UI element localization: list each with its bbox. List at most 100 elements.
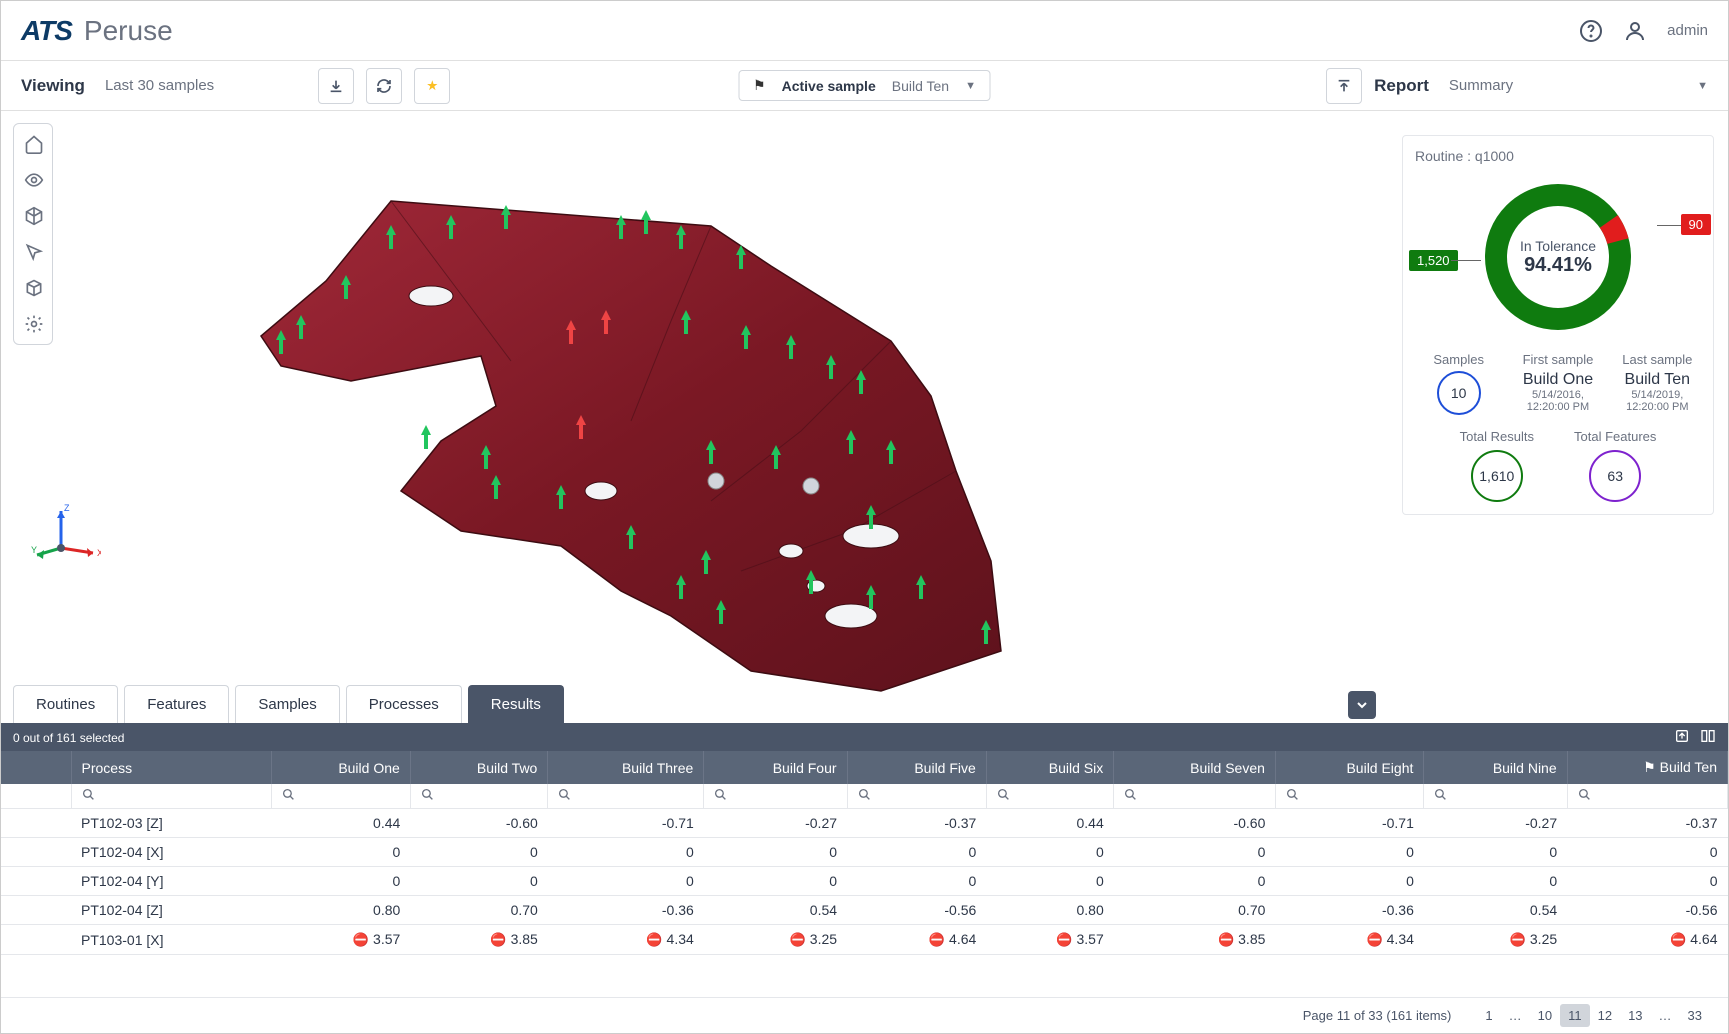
svg-text:X: X — [97, 548, 101, 558]
search-icon[interactable] — [82, 788, 95, 804]
viewing-value[interactable]: Last 30 samples — [105, 77, 214, 94]
search-icon[interactable] — [421, 788, 434, 804]
search-icon[interactable] — [1578, 788, 1591, 804]
columns-icon[interactable] — [1700, 728, 1716, 747]
column-header[interactable]: Build Eight — [1275, 751, 1424, 784]
tab-features[interactable]: Features — [124, 685, 229, 723]
value-cell: ⛔3.85 — [410, 925, 548, 955]
report-caret-icon[interactable]: ▼ — [1697, 80, 1708, 92]
first-sample-label: First sample — [1514, 352, 1601, 367]
column-header[interactable]: ⚑Build Ten — [1567, 751, 1727, 784]
pager-page[interactable]: 10 — [1530, 1004, 1560, 1027]
process-cell: PT102-04 [Z] — [71, 896, 271, 925]
pager-page[interactable]: 11 — [1560, 1004, 1590, 1027]
first-sample-date: 5/14/2016, 12:20:00 PM — [1514, 389, 1601, 413]
pager-page[interactable]: 1 — [1477, 1004, 1500, 1027]
column-header[interactable]: Build One — [271, 751, 410, 784]
column-header[interactable]: Build Two — [410, 751, 548, 784]
value-cell: 0 — [704, 838, 847, 867]
3d-viewport[interactable] — [151, 171, 1011, 723]
search-icon[interactable] — [1124, 788, 1137, 804]
value-cell: ⛔3.57 — [271, 925, 410, 955]
export-icon[interactable] — [1674, 728, 1690, 747]
value-cell: ⛔4.34 — [1275, 925, 1424, 955]
column-header[interactable]: Build Six — [986, 751, 1113, 784]
collapse-down-button[interactable] — [1348, 691, 1376, 719]
refresh-button[interactable] — [366, 68, 402, 104]
value-cell: 0 — [847, 838, 986, 867]
column-header[interactable]: Build Nine — [1424, 751, 1567, 784]
column-header[interactable]: Build Seven — [1114, 751, 1276, 784]
tab-routines[interactable]: Routines — [13, 685, 118, 723]
value-cell: -0.56 — [847, 896, 986, 925]
search-icon[interactable] — [558, 788, 571, 804]
help-icon[interactable] — [1579, 19, 1603, 43]
value-cell: ⛔4.34 — [548, 925, 704, 955]
cube-tool-icon[interactable] — [18, 200, 50, 232]
total-results-label: Total Results — [1460, 429, 1534, 444]
value-cell: 0 — [1424, 867, 1567, 896]
process-cell: PT102-04 [Y] — [71, 867, 271, 896]
active-sample-label: Active sample — [782, 78, 876, 94]
value-cell: 0 — [986, 867, 1113, 896]
samples-count-circle: 10 — [1437, 371, 1481, 415]
eye-tool-icon[interactable] — [18, 164, 50, 196]
pager-page: … — [1501, 1004, 1530, 1027]
column-header[interactable]: Build Four — [704, 751, 847, 784]
favorite-button[interactable]: ★ — [414, 68, 450, 104]
search-icon[interactable] — [858, 788, 871, 804]
username[interactable]: admin — [1667, 22, 1708, 39]
report-value[interactable]: Summary — [1449, 77, 1513, 94]
value-cell: 0 — [704, 867, 847, 896]
column-header[interactable]: Build Three — [548, 751, 704, 784]
value-cell: -0.36 — [548, 896, 704, 925]
pager-page[interactable]: 13 — [1620, 1004, 1650, 1027]
pointer-tool-icon[interactable] — [18, 236, 50, 268]
tab-processes[interactable]: Processes — [346, 685, 462, 723]
last-sample-label: Last sample — [1614, 352, 1701, 367]
value-cell: 0.80 — [271, 896, 410, 925]
logo: ATS — [21, 15, 72, 47]
value-cell: 0 — [1424, 838, 1567, 867]
pager-page: … — [1651, 1004, 1680, 1027]
box-tool-icon[interactable] — [18, 272, 50, 304]
search-icon[interactable] — [997, 788, 1010, 804]
value-cell: 0.54 — [1424, 896, 1567, 925]
tab-results[interactable]: Results — [468, 685, 564, 723]
table-row[interactable]: PT102-04 [Y]0000000000 — [1, 867, 1728, 896]
search-icon[interactable] — [1286, 788, 1299, 804]
value-cell: 0 — [1567, 867, 1727, 896]
axis-gizmo[interactable]: X Y Z — [31, 503, 101, 563]
table-row[interactable]: PT102-03 [Z]0.44-0.60-0.71-0.27-0.370.44… — [1, 809, 1728, 838]
value-cell: -0.37 — [847, 809, 986, 838]
svg-text:Y: Y — [31, 545, 37, 555]
table-row[interactable]: PT102-04 [X]0000000000 — [1, 838, 1728, 867]
samples-label: Samples — [1415, 352, 1502, 367]
tab-samples[interactable]: Samples — [235, 685, 339, 723]
user-icon[interactable] — [1623, 19, 1647, 43]
value-cell: 0 — [410, 867, 548, 896]
value-cell: 0.44 — [271, 809, 410, 838]
home-tool-icon[interactable] — [18, 128, 50, 160]
pager-page[interactable]: 33 — [1680, 1004, 1710, 1027]
donut-center-value: 94.41% — [1520, 254, 1596, 277]
search-icon[interactable] — [1434, 788, 1447, 804]
search-icon[interactable] — [282, 788, 295, 804]
upload-button[interactable] — [1326, 68, 1362, 104]
active-sample-dropdown[interactable]: ⚑ Active sample Build Ten ▼ — [738, 70, 991, 101]
table-row[interactable]: PT103-01 [X]⛔3.57⛔3.85⛔4.34⛔3.25⛔4.64⛔3.… — [1, 925, 1728, 955]
table-row[interactable]: PT102-04 [Z]0.800.70-0.360.54-0.560.800.… — [1, 896, 1728, 925]
pager-page[interactable]: 12 — [1590, 1004, 1620, 1027]
app-name: Peruse — [84, 15, 173, 47]
process-cell: PT103-01 [X] — [71, 925, 271, 955]
out-tolerance-badge: 90 — [1681, 214, 1711, 235]
search-icon[interactable] — [714, 788, 727, 804]
download-button[interactable] — [318, 68, 354, 104]
value-cell: ⛔3.25 — [1424, 925, 1567, 955]
value-cell: 0 — [410, 838, 548, 867]
value-cell: 0.70 — [1114, 896, 1276, 925]
column-header[interactable]: Build Five — [847, 751, 986, 784]
column-header[interactable]: Process — [71, 751, 271, 784]
value-cell: -0.71 — [1275, 809, 1424, 838]
gear-tool-icon[interactable] — [18, 308, 50, 340]
